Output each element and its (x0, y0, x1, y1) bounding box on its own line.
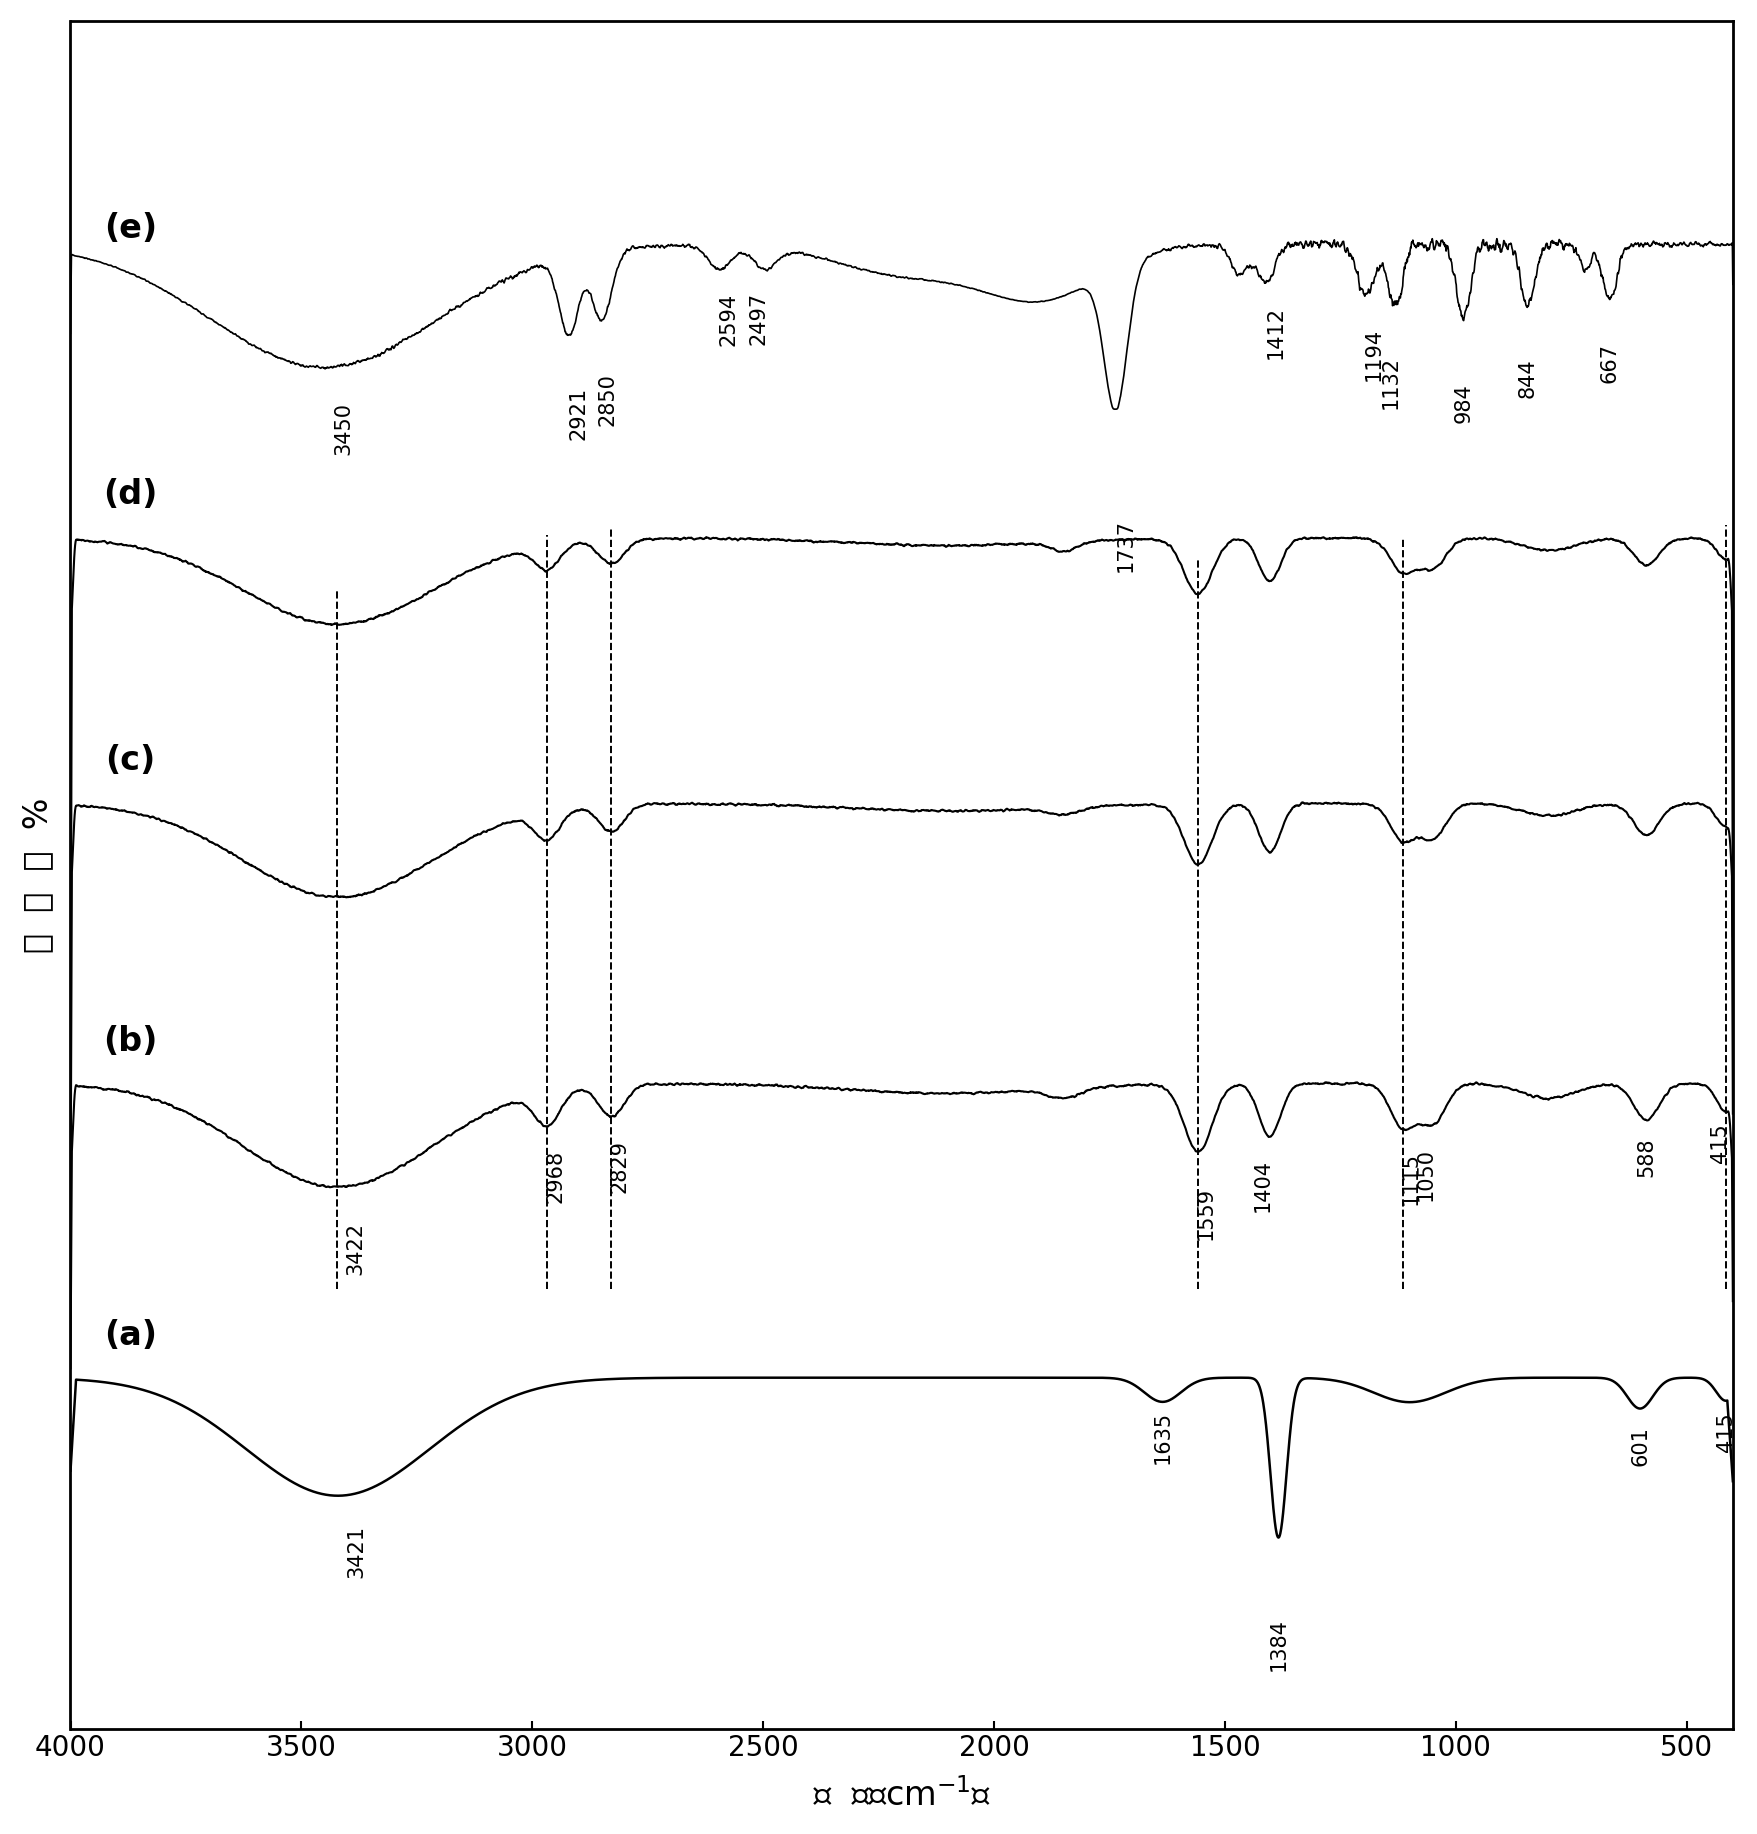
Text: (d): (d) (104, 479, 158, 512)
Text: 2850: 2850 (597, 372, 617, 425)
Text: 984: 984 (1453, 383, 1472, 424)
Text: (c): (c) (105, 745, 156, 778)
Text: 1050: 1050 (1414, 1148, 1435, 1201)
Text: 2594: 2594 (717, 293, 738, 347)
Text: (b): (b) (104, 1025, 158, 1058)
Text: 1384: 1384 (1269, 1619, 1288, 1671)
Text: 1635: 1635 (1153, 1410, 1172, 1464)
Text: 3450: 3450 (332, 402, 353, 455)
Text: 3421: 3421 (346, 1524, 365, 1577)
Text: 1115: 1115 (1400, 1152, 1420, 1205)
Text: 1412: 1412 (1265, 306, 1284, 359)
Text: 3422: 3422 (346, 1221, 365, 1275)
Text: 2921: 2921 (569, 387, 589, 440)
Text: 667: 667 (1599, 343, 1618, 383)
Text: 415: 415 (1715, 1412, 1734, 1453)
Text: 2497: 2497 (748, 292, 768, 345)
Text: 1194: 1194 (1363, 328, 1383, 381)
Text: 1737: 1737 (1116, 519, 1135, 572)
Text: (a): (a) (104, 1319, 156, 1352)
Text: 1132: 1132 (1381, 356, 1400, 409)
Text: 844: 844 (1516, 358, 1537, 398)
Y-axis label: 透  过  率  %: 透 过 率 % (21, 798, 54, 952)
Text: 415: 415 (1710, 1124, 1729, 1163)
Text: (e): (e) (104, 211, 156, 244)
Text: 1559: 1559 (1195, 1187, 1216, 1240)
X-axis label: 波  数（cm$^{-1}$）: 波 数（cm$^{-1}$） (812, 1779, 991, 1814)
Text: 2968: 2968 (545, 1150, 566, 1203)
Text: 1404: 1404 (1251, 1159, 1272, 1212)
Text: 588: 588 (1636, 1137, 1655, 1177)
Text: 601: 601 (1629, 1425, 1650, 1465)
Text: 2829: 2829 (610, 1139, 629, 1192)
